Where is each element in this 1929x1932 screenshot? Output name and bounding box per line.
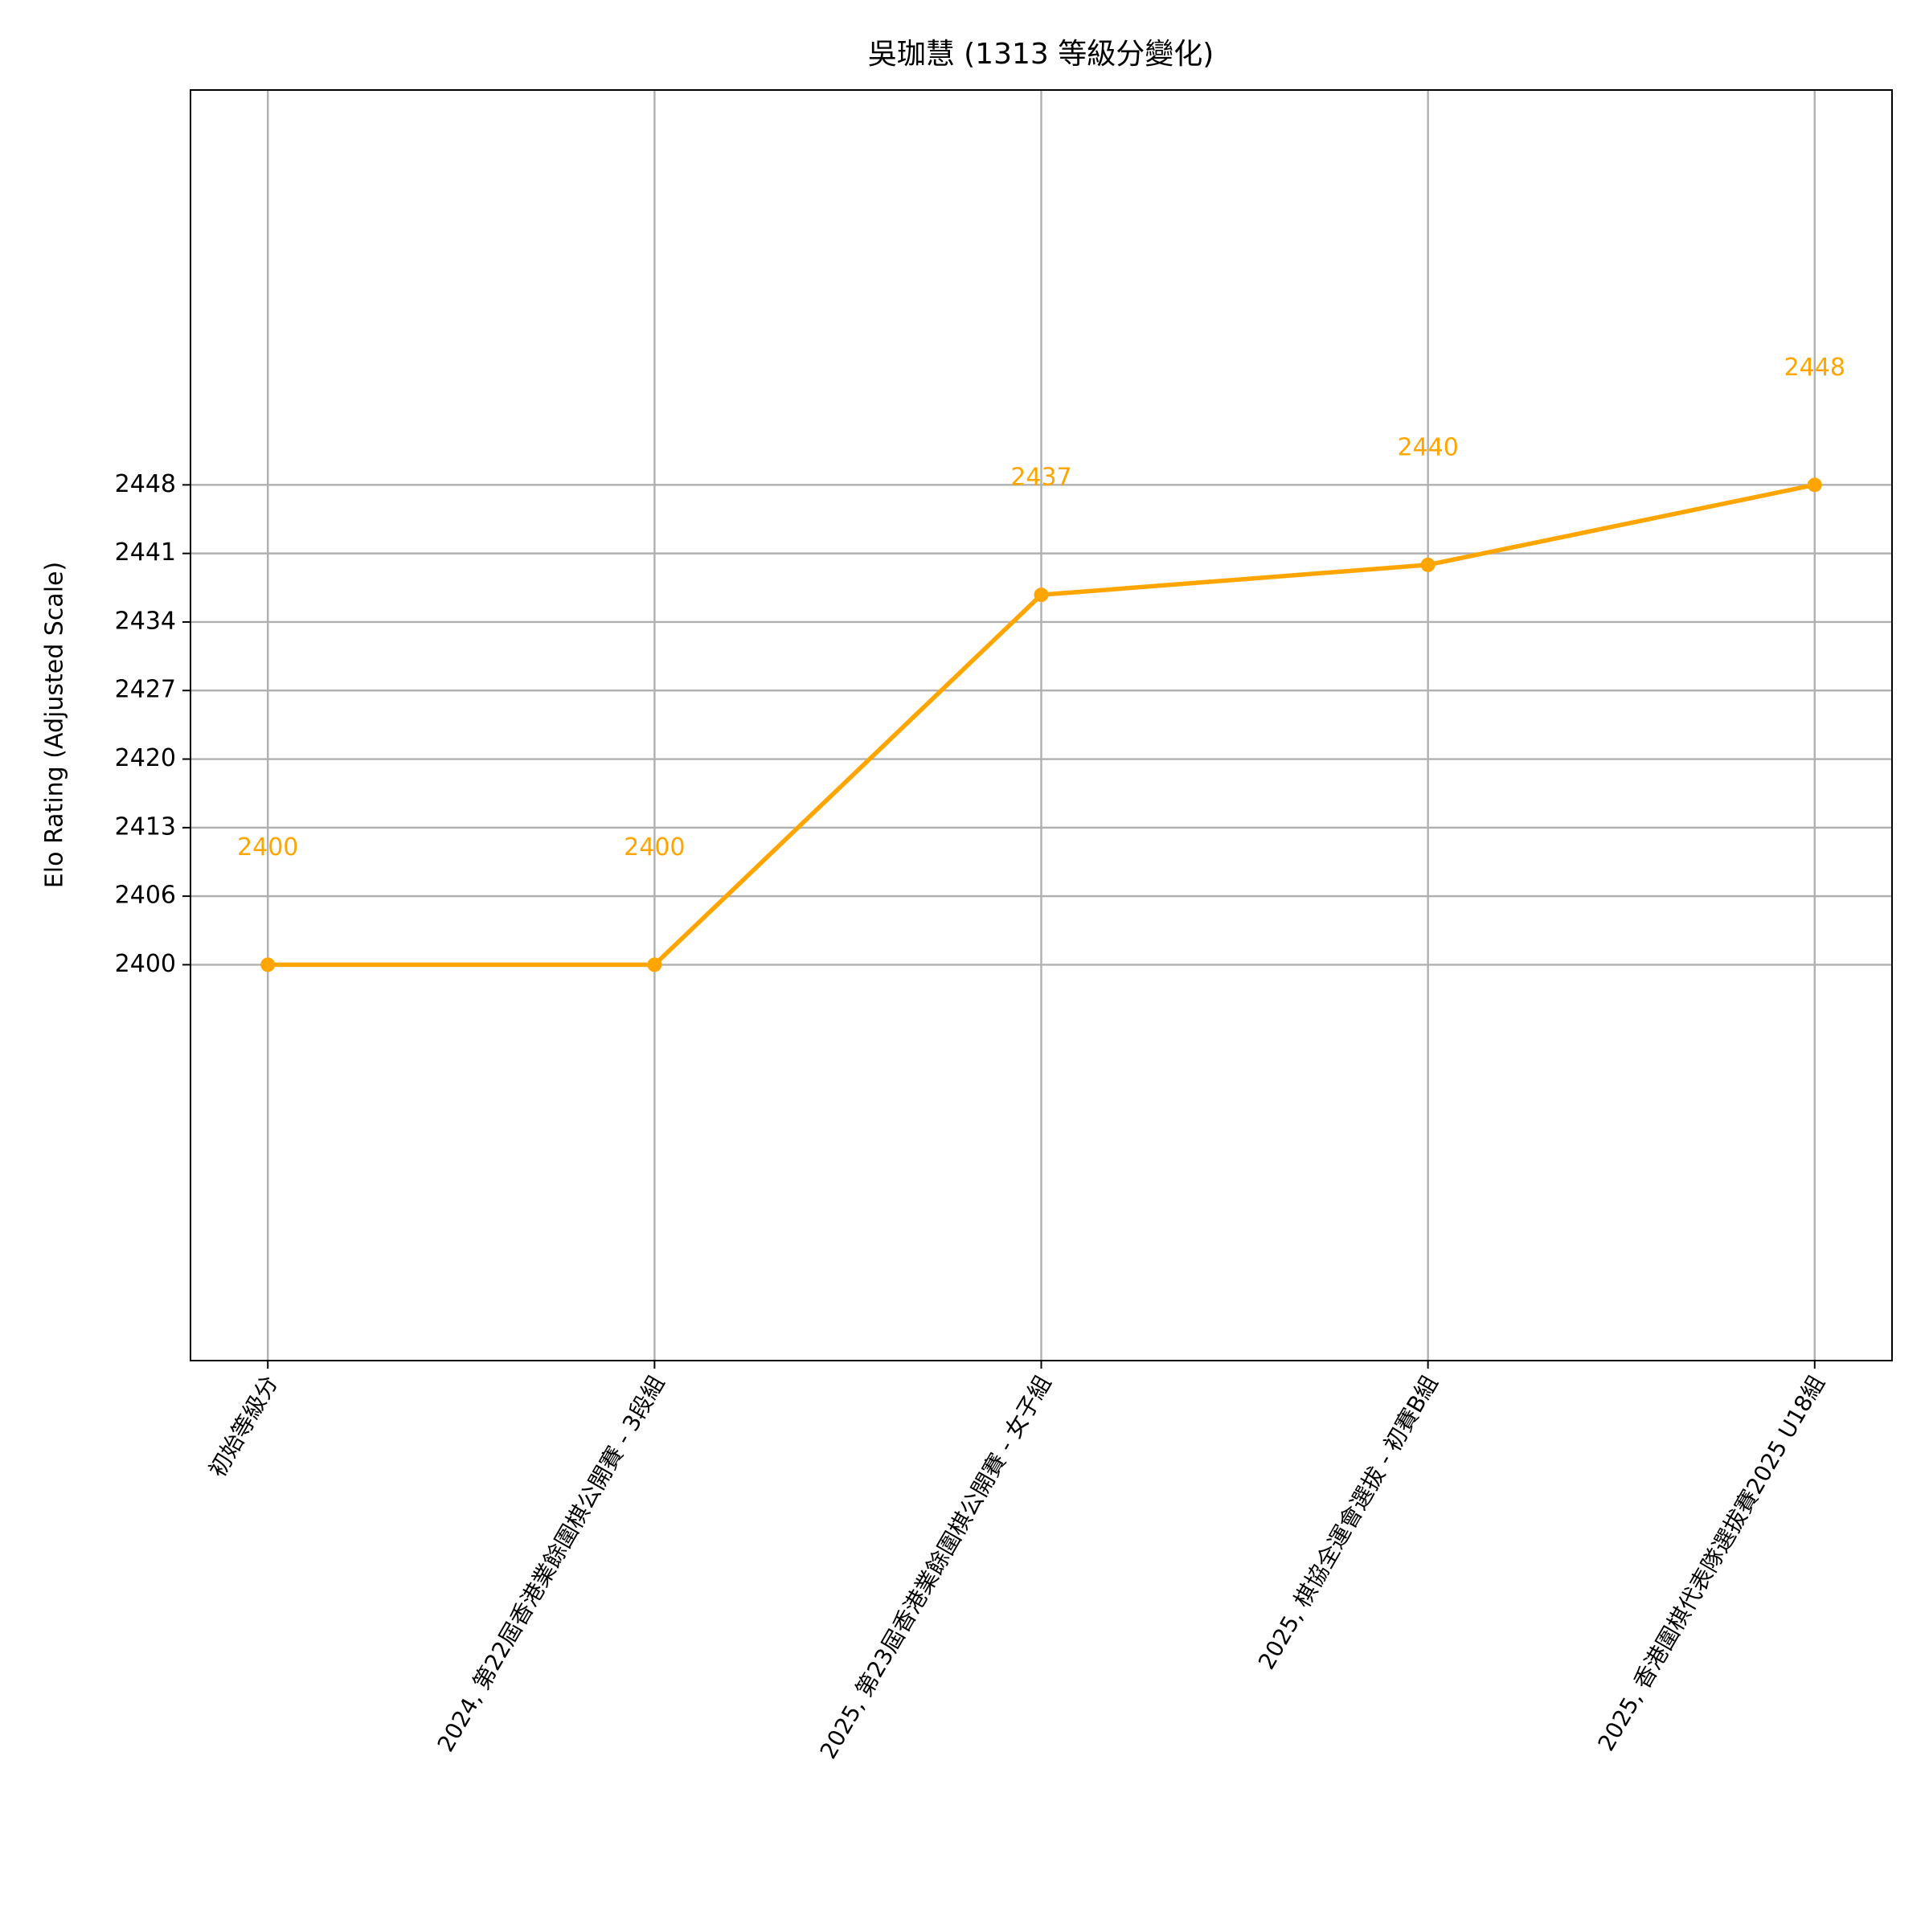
y-tick-label: 2441 [115,538,176,567]
chart-title: 吳珈慧 (1313 等級分變化) [868,38,1214,71]
data-label: 2400 [237,833,298,862]
data-label: 2440 [1397,433,1458,461]
y-tick-label: 2400 [115,950,176,978]
point [647,957,662,972]
y-tick-label: 2448 [115,470,176,498]
point [1420,557,1435,572]
y-tick-label: 2427 [115,676,176,704]
y-axis-label: Elo Rating (Adjusted Scale) [41,562,69,888]
point [1034,587,1049,603]
data-label: 2448 [1784,354,1845,382]
point [260,957,276,972]
data-label: 2437 [1010,464,1071,492]
y-tick-label: 2413 [115,813,176,841]
y-tick-label: 2406 [115,882,176,910]
y-tick-label: 2434 [115,607,176,635]
y-tick-label: 2420 [115,744,176,772]
plot-frame [190,89,1893,1361]
point [1807,477,1822,493]
data-label: 2400 [624,833,685,862]
